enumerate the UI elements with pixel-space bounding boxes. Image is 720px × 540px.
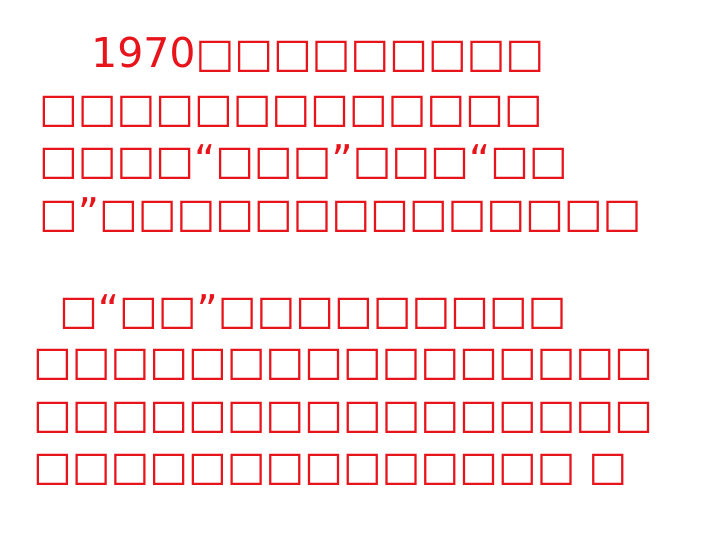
paragraph-2-line-3: □□□□□□□□□□□□□□□□ — [33, 390, 653, 438]
paragraph-2-line-1: □“□□”□□□□□□□□□ — [33, 286, 567, 334]
paragraph-2-line-2: □□□□□□□□□□□□□□□□ — [33, 337, 653, 385]
paragraph-2-line-4: □□□□□□□□□□□□□□ □ — [33, 442, 628, 490]
paragraph-1-line-2: □□□□□□□□□□□□□ — [39, 84, 543, 132]
paragraph-1-line-1: 1970□□□□□□□□□ — [39, 29, 545, 77]
paragraph-1-line-4: □”□□□□□□□□□□□□□□ — [39, 189, 642, 237]
paragraph-1-line-3: □□□□“□□□”□□□“□□ — [39, 136, 568, 184]
